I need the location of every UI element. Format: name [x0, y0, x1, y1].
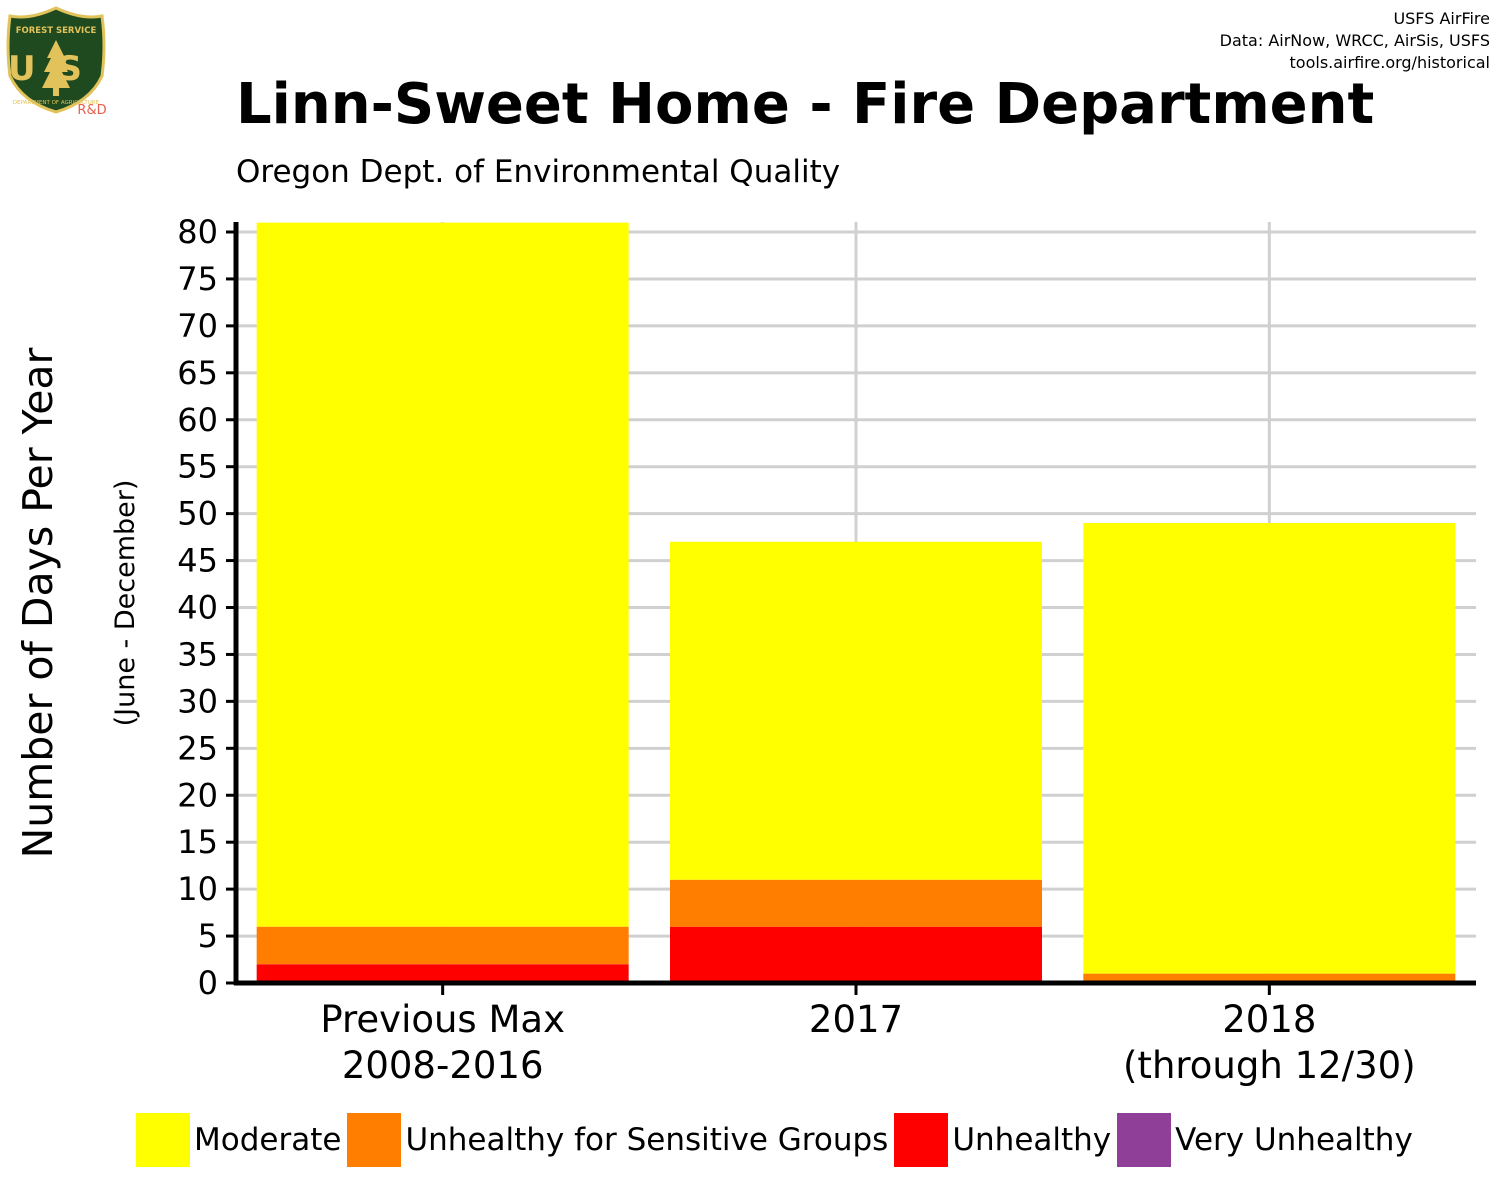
y-tick-label: 70 — [177, 307, 218, 345]
y-tick-label: 45 — [177, 542, 218, 580]
chart-title: Linn-Sweet Home - Fire Department — [236, 72, 1375, 137]
bar-segment — [256, 222, 629, 927]
chart-subtitle: Oregon Dept. of Environmental Quality — [236, 154, 841, 190]
y-tick-label: 60 — [177, 401, 218, 439]
y-tick-label: 15 — [177, 823, 218, 861]
x-tick-label: Previous Max — [320, 998, 565, 1041]
bar-segment — [670, 926, 1042, 983]
legend-item: Moderate — [136, 1113, 341, 1167]
legend-swatch — [1117, 1113, 1172, 1167]
logo-badge: R&D — [77, 103, 106, 118]
bar-segment — [256, 964, 629, 983]
y-axis-sublabel: (June - December) — [110, 480, 141, 727]
bar-segment — [670, 541, 1042, 880]
legend-label: Unhealthy — [952, 1122, 1112, 1158]
y-tick-label: 25 — [177, 729, 218, 767]
legend-label: Very Unhealthy — [1175, 1122, 1413, 1158]
y-tick-label: 30 — [177, 682, 218, 720]
bar-segment — [1083, 973, 1456, 983]
y-axis-label: Number of Days Per Year — [14, 347, 62, 858]
credits: USFS AirFire Data: AirNow, WRCC, AirSis,… — [1220, 8, 1490, 74]
legend-swatch — [347, 1113, 402, 1167]
tree-icon — [42, 40, 70, 96]
logo-text-bottom: DEPARTMENT OF AGRICULTURE — [13, 100, 100, 106]
forest-service-logo: FOREST SERVICE US DEPARTMENT OF AGRICULT… — [6, 6, 112, 118]
legend-item: Unhealthy — [894, 1113, 1111, 1167]
y-tick-label: 40 — [177, 589, 218, 627]
y-tick-label: 65 — [177, 354, 218, 392]
x-tick-label: 2017 — [809, 998, 903, 1041]
y-tick-label: 75 — [177, 260, 218, 298]
y-tick-label: 55 — [177, 448, 218, 486]
legend-item: Very Unhealthy — [1117, 1113, 1413, 1167]
y-tick-label: 50 — [177, 495, 218, 533]
legend-label: Unhealthy for Sensitive Groups — [405, 1122, 889, 1158]
y-tick-label: 80 — [177, 213, 218, 251]
logo-text-top: FOREST SERVICE — [16, 26, 97, 36]
y-tick-label: 35 — [177, 635, 218, 673]
legend: Moderate Unhealthy for Sensitive Groups Un… — [136, 1112, 1419, 1168]
y-tick-label: 20 — [177, 776, 218, 814]
bar-segment — [670, 879, 1042, 927]
x-tick-label: 2008-2016 — [342, 1044, 544, 1087]
legend-label: Moderate — [194, 1122, 342, 1158]
y-tick-label: 5 — [198, 917, 218, 955]
credit-line: USFS AirFire — [1393, 9, 1490, 28]
credit-line: Data: AirNow, WRCC, AirSis, USFS — [1219, 31, 1490, 50]
legend-swatch — [894, 1113, 949, 1167]
x-tick-label: 2018 — [1222, 998, 1316, 1041]
bar-segment — [256, 926, 629, 965]
legend-item: Unhealthy for Sensitive Groups — [347, 1113, 888, 1167]
x-tick-label: (through 12/30) — [1123, 1044, 1416, 1087]
y-tick-label: 10 — [177, 870, 218, 908]
legend-swatch — [136, 1113, 190, 1167]
y-tick-label: 0 — [198, 964, 218, 1002]
forest-service-shield-icon: FOREST SERVICE US DEPARTMENT OF AGRICULT… — [6, 6, 107, 118]
bar-segment — [1083, 523, 1456, 974]
credit-line: tools.airfire.org/historical — [1289, 53, 1490, 72]
